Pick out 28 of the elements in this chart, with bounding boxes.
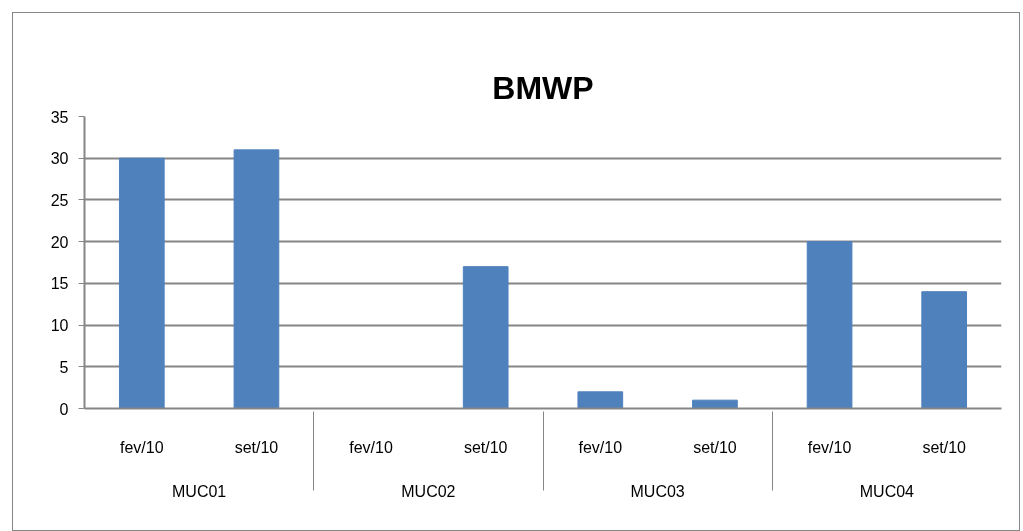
x-tick-label: MUC02 <box>401 482 456 500</box>
bar <box>692 399 738 409</box>
y-tick-label: 0 <box>59 400 69 418</box>
bar <box>921 291 968 409</box>
x-tick-label: MUC04 <box>859 482 915 500</box>
y-tick-label: 10 <box>50 317 69 335</box>
bar <box>233 149 280 409</box>
y-tick-label: 30 <box>50 150 69 168</box>
y-tick-label: 20 <box>50 233 69 251</box>
text: set/10 <box>922 438 966 456</box>
text: set/10 <box>463 438 508 456</box>
series-label: set/10 <box>234 438 279 456</box>
y-tick-label: 25 <box>50 191 69 209</box>
text: fev/10 <box>578 438 623 456</box>
y-tick-label: 5 <box>59 358 69 376</box>
y-tick-label: 15 <box>50 275 69 293</box>
text: fev/10 <box>349 438 393 456</box>
x-tick-label: MUC01 <box>172 482 227 500</box>
text: set/10 <box>693 438 737 456</box>
chart-title: BMWP <box>492 69 594 106</box>
bar <box>462 266 509 409</box>
text: fev/10 <box>807 438 852 456</box>
bar <box>118 157 165 409</box>
series-label: fev/10 <box>120 438 164 456</box>
bar <box>577 391 624 409</box>
y-tick-label: 35 <box>50 108 69 126</box>
x-tick-label: MUC03 <box>630 482 685 500</box>
bar <box>806 241 853 409</box>
